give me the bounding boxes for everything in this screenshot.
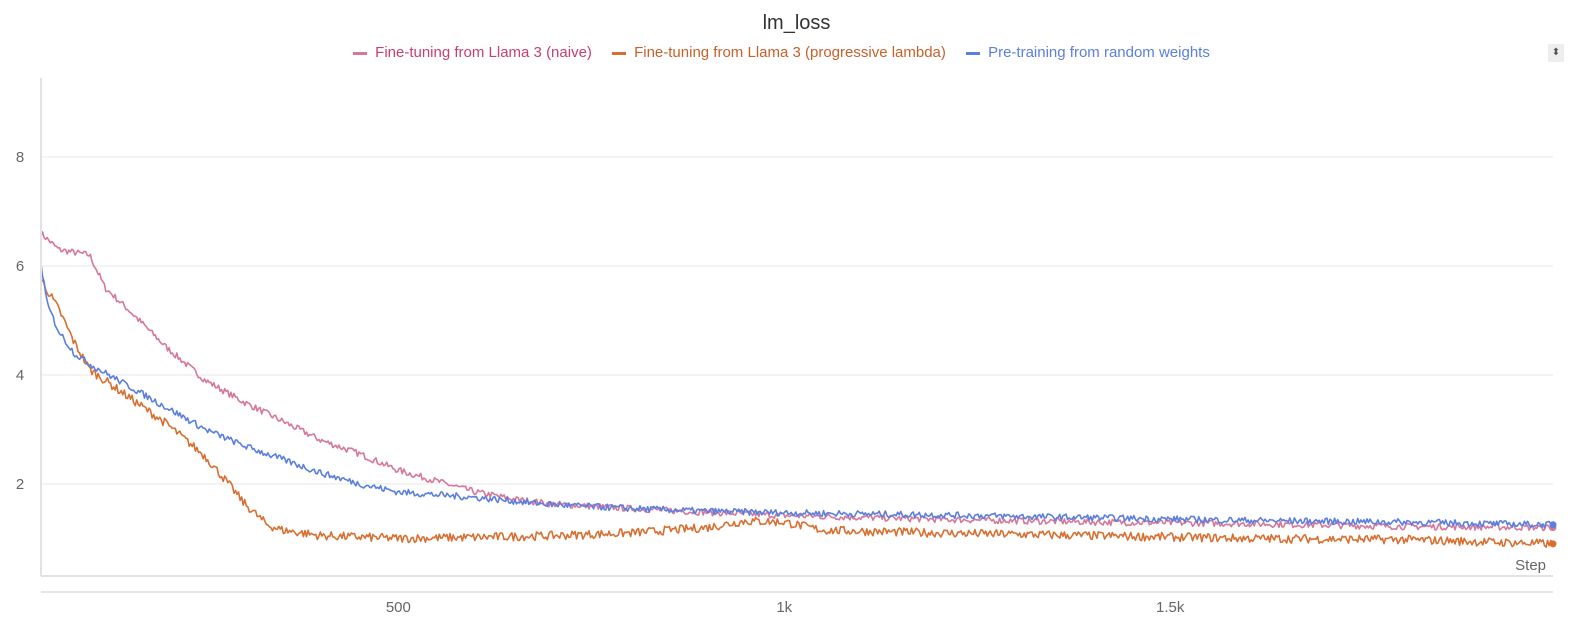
series-line-2[interactable]	[40, 263, 1553, 529]
series-line-1[interactable]	[41, 279, 1553, 549]
chart-title: lm_loss	[762, 12, 831, 34]
x-tick-label: 500	[386, 599, 411, 616]
legend: Fine-tuning from Llama 3 (naive) Fine-tu…	[0, 44, 1563, 61]
legend-label: Fine-tuning from Llama 3 (progressive la…	[634, 44, 946, 61]
x-tick-label: 1k	[776, 599, 792, 616]
series-endpoint-2	[1549, 521, 1557, 529]
legend-item-naive[interactable]: Fine-tuning from Llama 3 (naive)	[353, 44, 592, 61]
y-tick-label: 2	[16, 476, 24, 493]
y-tick-label: 6	[16, 258, 24, 275]
legend-label: Fine-tuning from Llama 3 (naive)	[375, 44, 592, 61]
legend-label: Pre-training from random weights	[988, 44, 1210, 61]
legend-item-progressive[interactable]: Fine-tuning from Llama 3 (progressive la…	[612, 44, 946, 61]
y-tick-label: 4	[16, 367, 24, 384]
legend-swatch	[612, 51, 627, 55]
series-line-0[interactable]	[40, 231, 1553, 532]
x-axis-label: Step	[1515, 557, 1546, 574]
legend-item-pretraining[interactable]: Pre-training from random weights	[966, 44, 1210, 61]
sort-legend-icon[interactable]: ⬍	[1548, 44, 1564, 62]
legend-swatch	[966, 51, 981, 55]
legend-swatch	[353, 51, 368, 55]
series-endpoint-1	[1549, 540, 1557, 548]
y-tick-label: 8	[16, 149, 24, 166]
x-tick-label: 1.5k	[1156, 599, 1185, 616]
